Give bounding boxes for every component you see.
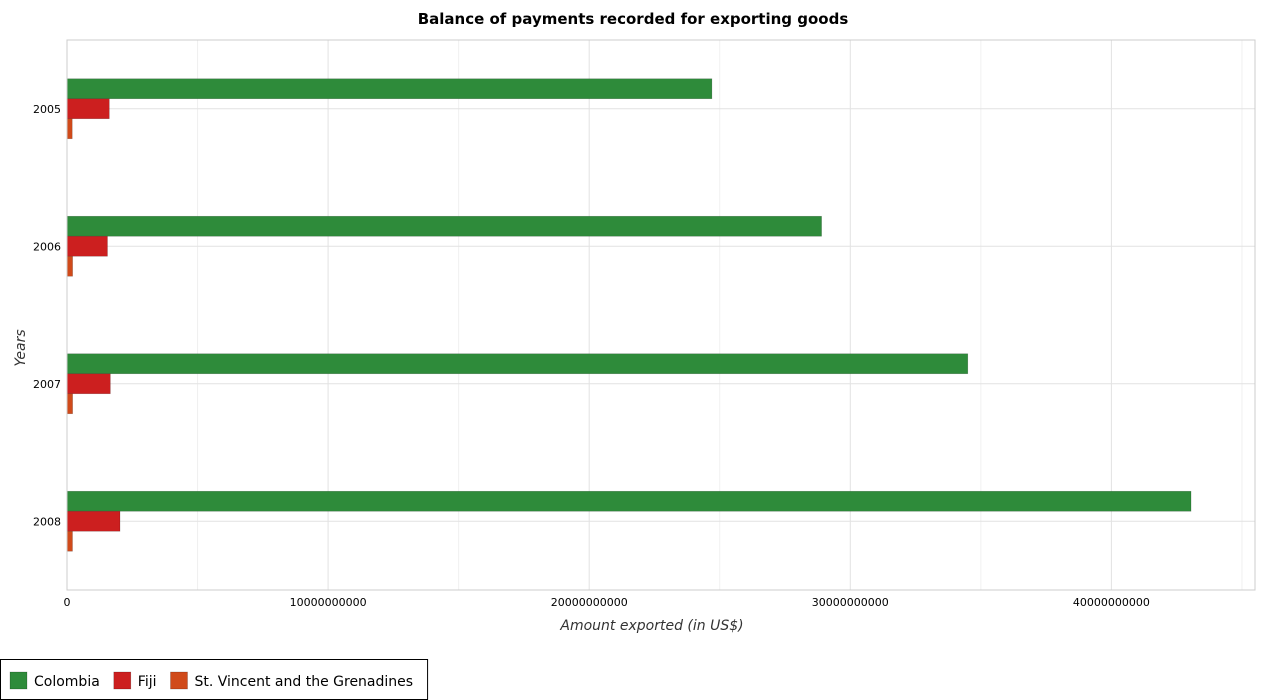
bar-fiji (66, 373, 111, 395)
bar-colombia (66, 215, 822, 237)
y-tick-label: 2005 (33, 103, 61, 116)
x-axis-label: Amount exported (in US$) (559, 618, 743, 634)
legend: Colombia Fiji St. Vincent and the Grenadin… (0, 659, 429, 700)
legend-swatch (113, 671, 132, 690)
bar-st-vincent-and-the-grenadines (66, 118, 73, 140)
bar-fiji (66, 510, 121, 532)
bar-colombia (66, 353, 969, 375)
y-axis-label: Years (13, 329, 29, 366)
x-tick-label: 0 (64, 596, 71, 609)
chart-title: Balance of payments recorded for exporti… (418, 10, 849, 28)
bar-st-vincent-and-the-grenadines (66, 530, 73, 552)
legend-label: St. Vincent and the Grenadines (195, 674, 414, 690)
plot-area: 0 10000000000 20000000000 30000000000 400000… (33, 39, 1256, 609)
x-tick-label: 30000000000 (812, 596, 889, 609)
legend-swatch (170, 671, 188, 690)
y-tick-label: 2008 (33, 515, 61, 528)
bar-st-vincent-and-the-grenadines (66, 393, 73, 415)
bar-st-vincent-and-the-grenadines (66, 255, 73, 277)
bar-colombia (66, 490, 1192, 512)
legend-label: Colombia (34, 674, 100, 690)
plot-border (66, 39, 1256, 591)
bar-colombia (66, 78, 713, 100)
legend-swatch (9, 671, 28, 690)
y-tick-label: 2006 (33, 240, 61, 253)
y-tick-label: 2007 (33, 378, 61, 391)
x-tick-label: 20000000000 (551, 596, 628, 609)
bar-fiji (66, 235, 108, 257)
x-tick-label: 10000000000 (290, 596, 367, 609)
bar-fiji (66, 98, 110, 120)
legend-label: Fiji (138, 674, 157, 690)
legend-box (0, 659, 429, 700)
x-tick-label: 40000000000 (1073, 596, 1150, 609)
